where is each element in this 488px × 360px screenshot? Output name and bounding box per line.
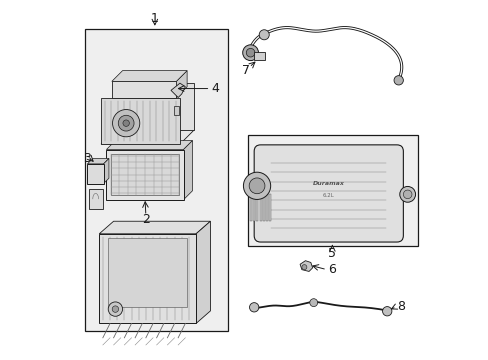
Bar xyxy=(265,194,267,221)
Circle shape xyxy=(249,303,258,312)
Polygon shape xyxy=(106,140,192,149)
Text: 6: 6 xyxy=(328,263,336,276)
Circle shape xyxy=(108,302,122,316)
Bar xyxy=(254,51,264,59)
Polygon shape xyxy=(99,221,210,234)
Text: 2: 2 xyxy=(142,213,149,226)
Circle shape xyxy=(122,120,129,126)
Circle shape xyxy=(301,265,306,270)
Bar xyxy=(247,135,418,246)
Circle shape xyxy=(112,109,140,137)
Bar xyxy=(87,164,103,184)
FancyBboxPatch shape xyxy=(254,145,403,242)
Bar xyxy=(256,194,258,221)
Bar xyxy=(253,194,255,221)
Text: 5: 5 xyxy=(327,247,336,260)
Polygon shape xyxy=(300,261,312,271)
Circle shape xyxy=(246,48,254,57)
Circle shape xyxy=(399,186,415,202)
Circle shape xyxy=(112,306,119,312)
Circle shape xyxy=(242,45,258,60)
Polygon shape xyxy=(176,71,187,98)
Circle shape xyxy=(259,30,269,40)
Bar xyxy=(88,189,102,209)
Polygon shape xyxy=(196,221,210,323)
Bar xyxy=(249,194,251,221)
Circle shape xyxy=(249,178,264,194)
Bar xyxy=(174,107,179,116)
Text: 7: 7 xyxy=(242,64,250,77)
Bar xyxy=(112,81,176,98)
Bar xyxy=(85,30,228,330)
Circle shape xyxy=(382,307,391,316)
Bar xyxy=(108,238,187,307)
Circle shape xyxy=(309,299,317,307)
Bar xyxy=(259,194,261,221)
Polygon shape xyxy=(101,98,180,144)
Text: 8: 8 xyxy=(396,300,404,313)
Bar xyxy=(110,154,179,195)
Text: 6.2L: 6.2L xyxy=(322,193,334,198)
Circle shape xyxy=(393,76,403,85)
Polygon shape xyxy=(101,130,194,144)
Circle shape xyxy=(243,172,270,199)
Bar xyxy=(269,194,271,221)
Polygon shape xyxy=(87,158,109,164)
Text: 3: 3 xyxy=(83,152,91,165)
Text: Duramax: Duramax xyxy=(312,181,344,186)
Polygon shape xyxy=(112,71,187,81)
Text: 4: 4 xyxy=(211,82,219,95)
Bar xyxy=(99,234,196,323)
Polygon shape xyxy=(115,83,194,130)
Circle shape xyxy=(118,115,134,131)
Polygon shape xyxy=(171,83,185,98)
Bar xyxy=(262,194,264,221)
Polygon shape xyxy=(103,158,109,184)
Text: 1: 1 xyxy=(151,12,159,25)
Circle shape xyxy=(403,190,411,199)
Polygon shape xyxy=(183,140,192,200)
Bar xyxy=(106,149,183,200)
